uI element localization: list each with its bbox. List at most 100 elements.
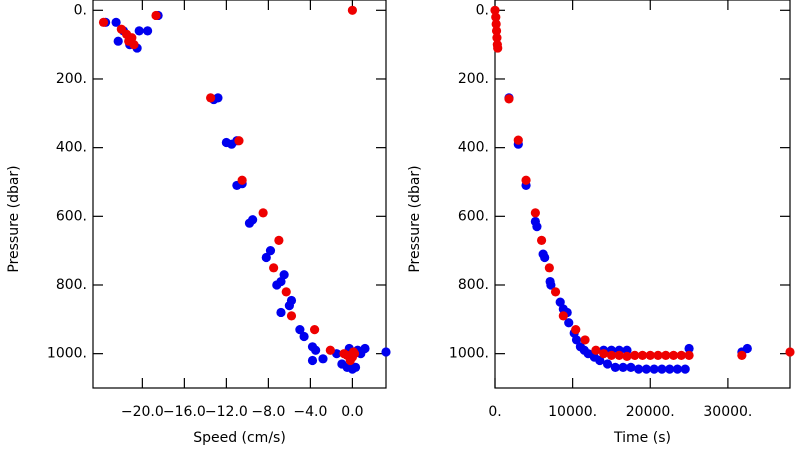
y-tick-label: 0. (74, 2, 87, 18)
data-point (342, 350, 352, 360)
x-tick-label: 20000. (626, 404, 675, 420)
x-axis-label: Speed (cm/s) (193, 430, 286, 446)
data-point (261, 252, 271, 263)
data-point (274, 235, 284, 245)
y-tick-label: 400. (458, 140, 489, 156)
data-point (684, 350, 694, 360)
plot-panel: 0. 200. 400. 600. 800. 1000. 0. 10000. 20000. 300… (407, 0, 795, 446)
data-point (785, 347, 795, 357)
data-point (237, 175, 247, 185)
data-point (213, 93, 223, 103)
data-point (591, 345, 601, 355)
y-tick-label: 600. (56, 208, 87, 224)
data-point (742, 343, 752, 354)
data-point (98, 17, 109, 27)
data-point (206, 93, 216, 103)
data-point (546, 280, 556, 290)
data-point (634, 364, 644, 374)
data-point (113, 36, 123, 46)
plot-panel: 0. 200. 400. 600. 800. 1000. −20.0 −16.0 −12.0 −8… (6, 0, 391, 446)
x-tick-label: 0. (488, 404, 501, 420)
data-point (265, 246, 276, 256)
data-point (540, 252, 550, 263)
data-point (558, 311, 568, 321)
data-point (491, 19, 501, 29)
data-point (491, 26, 502, 36)
data-point (668, 350, 679, 360)
data-point (622, 351, 632, 362)
data-point (258, 208, 268, 218)
data-point (151, 10, 161, 21)
data-point (555, 297, 565, 307)
data-point (490, 5, 500, 15)
data-point (124, 36, 134, 46)
points (490, 5, 795, 374)
data-point (295, 325, 305, 335)
data-point (286, 295, 297, 306)
x-tick-label: −12.0 (205, 404, 248, 420)
data-point (676, 350, 686, 360)
data-point (536, 235, 547, 245)
x-tick-label: −20.0 (121, 404, 164, 420)
data-point (571, 325, 581, 335)
data-point (610, 362, 620, 372)
x-tick-label: 30000. (703, 404, 752, 420)
x-tick-label: 0.0 (341, 404, 363, 420)
data-point (491, 12, 501, 22)
data-point (657, 364, 667, 374)
y-tick-label: 200. (56, 71, 87, 87)
y-tick-label: 1000. (449, 346, 489, 362)
data-point (281, 287, 291, 297)
plot-frame (92, 0, 387, 389)
data-point (350, 362, 361, 372)
data-point (580, 335, 590, 345)
data-point (269, 263, 279, 273)
data-point (279, 270, 289, 280)
data-point (513, 135, 523, 145)
data-point (532, 222, 542, 232)
data-point (492, 33, 502, 43)
data-point (602, 359, 613, 369)
data-point (325, 345, 335, 355)
data-point (550, 287, 561, 297)
data-point (276, 276, 286, 287)
data-point (680, 364, 690, 374)
data-point (311, 345, 321, 355)
y-tick-label: 800. (56, 277, 87, 293)
data-point (575, 342, 585, 352)
data-point (614, 350, 624, 360)
y-tick-label: 200. (458, 71, 489, 87)
x-tick-label: 10000. (548, 404, 597, 420)
data-point (248, 215, 258, 225)
data-point (544, 263, 554, 273)
data-point (606, 350, 617, 360)
data-point (737, 350, 747, 360)
data-point (684, 343, 694, 354)
y-tick-label: 400. (56, 140, 87, 156)
y-tick-label: 800. (458, 277, 489, 293)
y-tick-label: 600. (458, 208, 489, 224)
data-point (504, 94, 514, 104)
data-point (286, 311, 297, 321)
data-point (571, 335, 582, 345)
data-point (530, 208, 540, 218)
data-point (672, 364, 683, 374)
data-point (599, 349, 609, 359)
data-point (618, 362, 628, 372)
x-tick-label: −4.0 (293, 404, 327, 420)
data-point (630, 350, 640, 360)
plot-frame (494, 0, 791, 389)
data-point (309, 325, 320, 335)
data-point (595, 355, 605, 366)
data-point (641, 364, 651, 374)
y-axis-label: Pressure (dbar) (6, 165, 22, 272)
data-point (347, 5, 357, 15)
data-point (653, 350, 663, 360)
data-point (381, 347, 391, 357)
x-axis-label: Time (s) (613, 430, 671, 446)
data-point (564, 318, 574, 328)
data-point (356, 349, 366, 359)
data-point (493, 43, 503, 53)
data-point (661, 350, 671, 360)
